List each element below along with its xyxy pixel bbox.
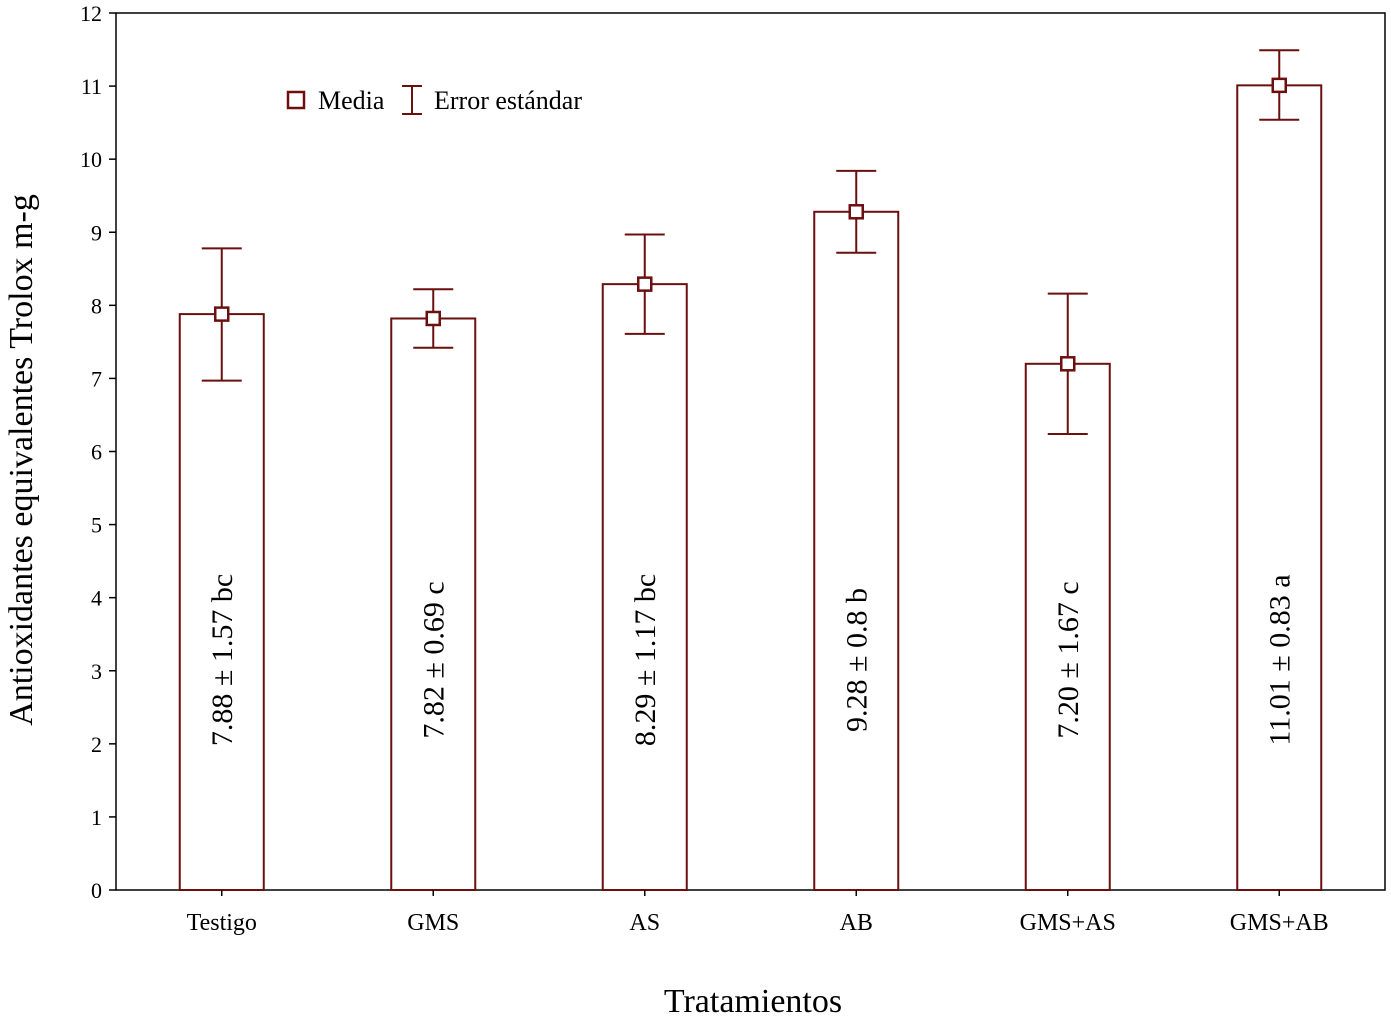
legend-error-marker xyxy=(402,85,422,115)
y-tick-label: 11 xyxy=(81,74,102,99)
x-tick-label: GMS xyxy=(407,910,459,936)
y-tick-label: 5 xyxy=(91,513,102,538)
legend-error-label: Error estándar xyxy=(434,86,582,115)
x-tick-label: GMS+AB xyxy=(1230,910,1329,936)
bar xyxy=(813,210,900,891)
y-tick-label: 2 xyxy=(91,732,102,757)
y-tick-label: 1 xyxy=(91,805,102,830)
x-tick-label: AS xyxy=(629,910,660,936)
legend-mean-marker xyxy=(286,90,306,110)
y-tick-label: 9 xyxy=(91,220,102,245)
y-tick-label: 4 xyxy=(91,586,102,611)
y-tick-label: 8 xyxy=(91,293,102,318)
y-tick-label: 3 xyxy=(91,659,102,684)
bar-value-label: 7.88 ± 1.57 bc xyxy=(206,574,239,746)
mean-marker xyxy=(848,204,864,220)
bar xyxy=(178,313,265,891)
y-tick-label: 6 xyxy=(91,440,102,465)
bars: 7.88 ± 1.57 bc 7.82 ± 0.69 c 8.29 ± 1.17 b… xyxy=(178,49,1323,892)
x-axis: Testigo GMS AS AB GMS+AS GMS+AB xyxy=(187,890,1329,936)
x-tick-label: Testigo xyxy=(187,910,257,936)
mean-marker xyxy=(214,306,230,322)
bar xyxy=(601,283,688,891)
x-tick-label: GMS+AS xyxy=(1020,910,1116,936)
bar-value-label: 9.28 ± 0.8 b xyxy=(840,588,873,732)
mean-marker xyxy=(1060,356,1076,372)
y-tick-label: 0 xyxy=(91,878,102,903)
mean-marker xyxy=(425,310,441,327)
legend: Media Error estándar xyxy=(286,85,582,115)
bar-value-label: 11.01 ± 0.83 a xyxy=(1263,574,1296,745)
plot-frame xyxy=(115,12,1386,891)
bar xyxy=(1024,362,1111,891)
x-axis-title: Tratamientos xyxy=(664,983,842,1017)
y-tick-label: 7 xyxy=(91,366,102,391)
y-tick-label: 12 xyxy=(80,1,102,26)
x-tick-label: AB xyxy=(840,910,873,936)
bar-value-label: 7.20 ± 1.67 c xyxy=(1052,581,1085,738)
y-axis-title: Antioxidantes equivalentes Trolox m-g xyxy=(3,194,40,726)
legend-mean-label: Media xyxy=(318,86,385,115)
y-tick-label: 10 xyxy=(80,147,102,172)
mean-marker xyxy=(1271,77,1287,94)
bar-value-label: 7.82 ± 0.69 c xyxy=(417,581,450,738)
mean-marker xyxy=(637,276,653,292)
bar-value-label: 8.29 ± 1.17 bc xyxy=(629,574,662,746)
bar xyxy=(1236,84,1323,892)
